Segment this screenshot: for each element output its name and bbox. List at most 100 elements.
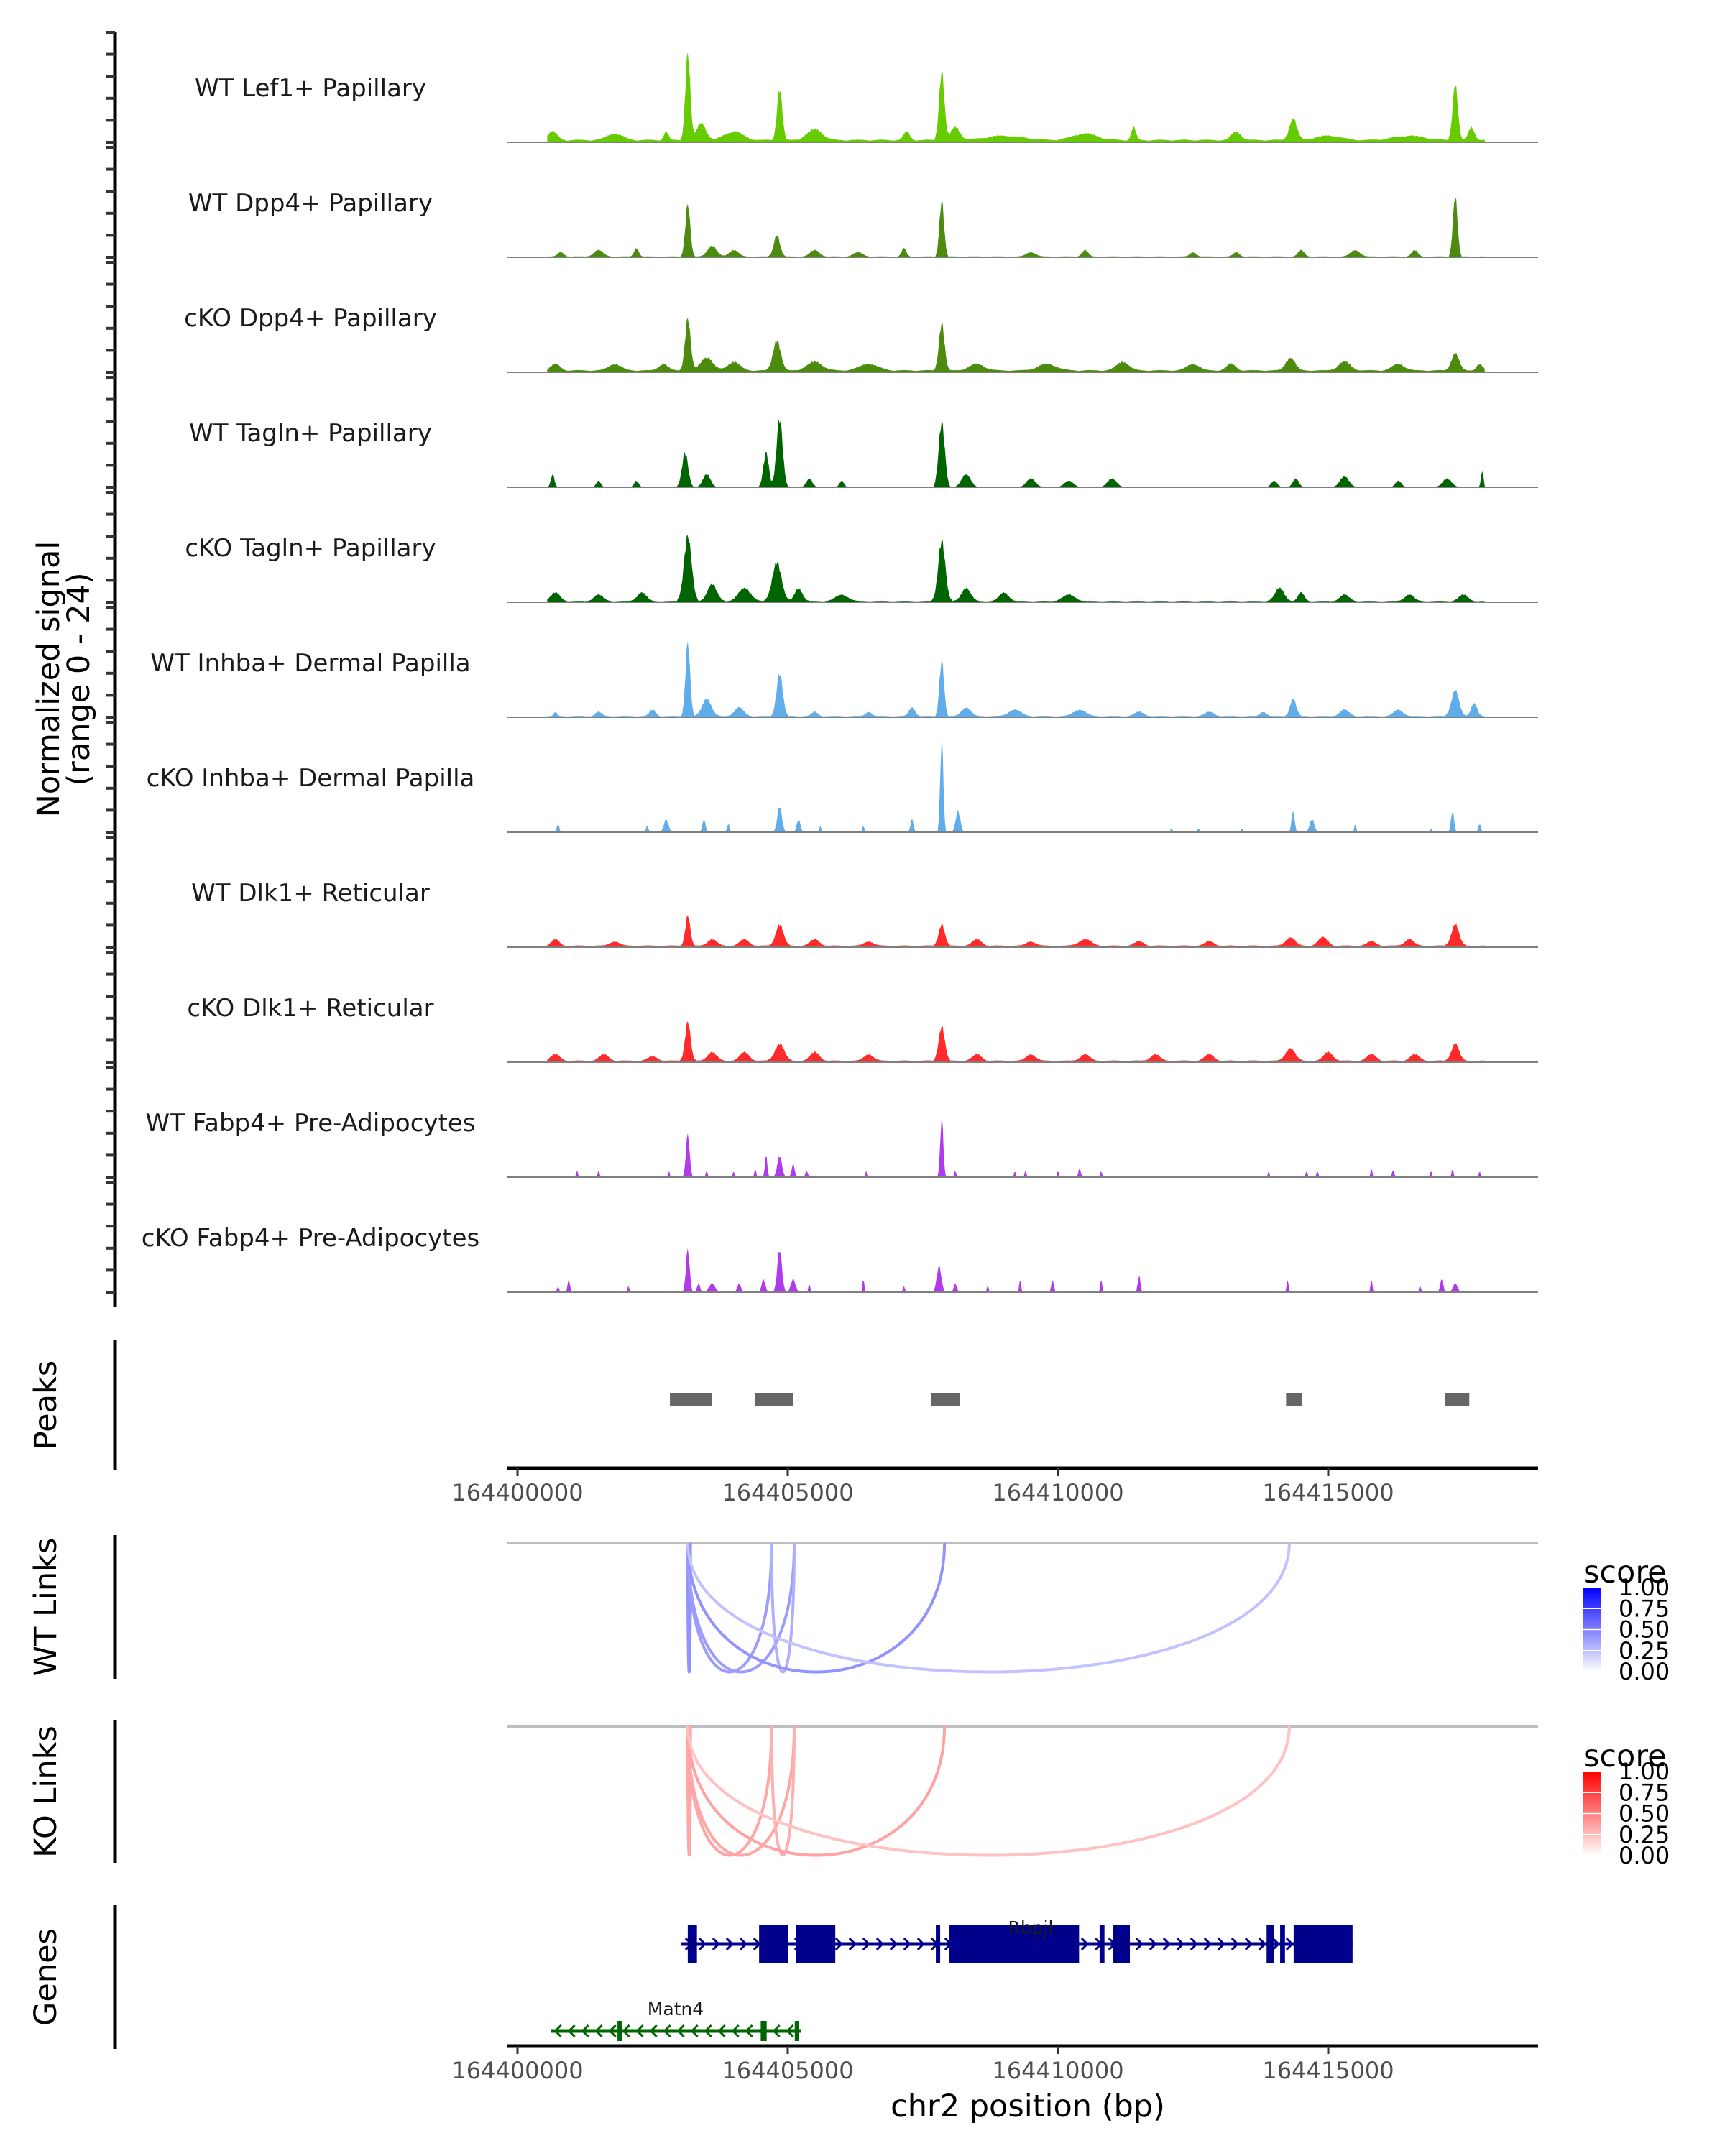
peaks-track [670,1393,1470,1406]
strand-arrow [635,2024,644,2038]
legend-tick-label: 0.75 [1619,1779,1670,1806]
strand-arrow [1135,1937,1144,1951]
x-tick-label: 164400000 [451,2057,583,2084]
link-arc [686,1542,773,1674]
link-arc [770,1726,796,1857]
exon [796,1925,836,1963]
legend-tick-label: 1.00 [1619,1574,1670,1601]
strand-arrow [834,1937,843,1951]
strand-arrow [848,1937,857,1951]
coverage-area [547,198,1486,257]
coverage-area [547,734,1486,832]
strand-arrow [772,2024,781,2038]
x-tick-label: 164415000 [1262,2057,1394,2084]
track-label: cKO Fabp4+ Pre-Adipocytes [142,1224,480,1253]
strand-arrow [649,2024,658,2038]
track-label: cKO Inhba+ Dermal Papilla [147,764,475,793]
strand-arrow [1258,1937,1266,1951]
coverage-track: WT Fabp4+ Pre-Adipocytes [146,1109,1538,1178]
coverage-area [547,1115,1486,1177]
strand-arrow [1217,1937,1225,1951]
strand-arrow [712,1937,720,1951]
exon [760,2021,767,2041]
strand-arrow [1162,1937,1171,1951]
strand-arrow [608,2024,617,2038]
coverage-track: WT Dlk1+ Reticular [191,879,1538,948]
ko-legend-title: score [1583,1738,1667,1774]
strand-arrow [739,1937,748,1951]
exon [794,2021,799,2041]
link-arc [686,1726,692,1857]
exon [949,1925,1080,1963]
strand-arrow [690,2024,699,2038]
strand-arrow [1271,1937,1280,1951]
strand-arrow [889,1937,898,1951]
exon [1280,1925,1285,1963]
wt-legend-ticks: 1.000.750.500.250.00 [1583,1574,1670,1685]
link-arc [770,1542,796,1674]
x-axis-genes: 164400000 164405000 164410000 164415000 [451,2044,1538,2084]
coverage-track: WT Tagln+ Papillary [189,419,1538,488]
legend-tick-label: 0.00 [1619,1658,1670,1685]
track-label: cKO Tagln+ Papillary [185,534,436,563]
strand-arrow [1149,1937,1157,1951]
x-tick-label: 164415000 [1262,1479,1394,1506]
strand-arrow [916,1937,925,1951]
track-label: WT Dpp4+ Papillary [188,189,433,218]
strand-arrow [717,2024,726,2038]
strand-arrow [875,1937,884,1951]
y-axis-title-line2: (range 0 - 24) [61,572,97,786]
strand-arrow [622,2024,630,2038]
strand-arrow [704,2024,712,2038]
genes-track-label: Genes [28,1928,64,2026]
strand-arrow [698,1937,707,1951]
y-axis-title-line1: Normalized signal [31,541,67,818]
strand-arrow [745,2024,753,2038]
strand-arrow [1244,1937,1253,1951]
coverage-area [547,535,1486,602]
exon [759,1925,788,1963]
strand-arrow [903,1937,911,1951]
link-arc [686,1542,947,1674]
ko-links-label: KO Links [28,1726,64,1858]
exon [1113,1925,1131,1963]
track-label: WT Inhba+ Dermal Papilla [150,649,470,678]
gene-label: Matn4 [648,1999,704,2019]
link-arc [686,1542,692,1674]
link-arc [686,1726,773,1857]
peak-region [931,1393,960,1406]
exon [1266,1925,1274,1963]
track-label: WT Tagln+ Papillary [189,419,432,448]
strand-arrow [1203,1937,1212,1951]
link-arc [686,1542,1291,1674]
strand-arrow [553,2024,562,2038]
legend-tick-label: 0.25 [1619,1821,1670,1848]
x-tick-label: 164405000 [722,1479,853,1506]
track-label: cKO Dlk1+ Reticular [187,994,433,1023]
gene-label: Rbpjl [1008,1917,1053,1938]
x-axis-title: chr2 position (bp) [891,2088,1165,2124]
coverage-area [547,1248,1486,1292]
coverage-track: cKO Fabp4+ Pre-Adipocytes [142,1224,1538,1293]
strand-arrow [786,2024,794,2038]
coverage-track: cKO Dlk1+ Reticular [187,994,1538,1063]
track-label: cKO Dpp4+ Papillary [184,304,437,333]
strand-arrow [567,2024,576,2038]
strand-arrow [581,2024,589,2038]
strand-arrow [1285,1937,1294,1951]
wt-links-track [507,1542,1538,1674]
exon [936,1925,941,1963]
y-axis-ticks [106,31,115,1294]
strand-arrow [862,1937,870,1951]
coverage-area [547,1021,1486,1062]
wt-links-label: WT Links [28,1538,64,1677]
strand-arrow [663,2024,671,2038]
strand-arrow [594,2024,603,2038]
ko-links-legend: score 1.000.750.500.250.00 [1583,1738,1670,1869]
coverage-track: cKO Dpp4+ Papillary [184,304,1538,373]
x-tick-label: 164405000 [722,2057,853,2084]
track-label: WT Dlk1+ Reticular [191,879,430,908]
x-tick-label: 164400000 [451,1479,583,1506]
coverage-track: WT Lef1+ Papillary [195,52,1538,143]
